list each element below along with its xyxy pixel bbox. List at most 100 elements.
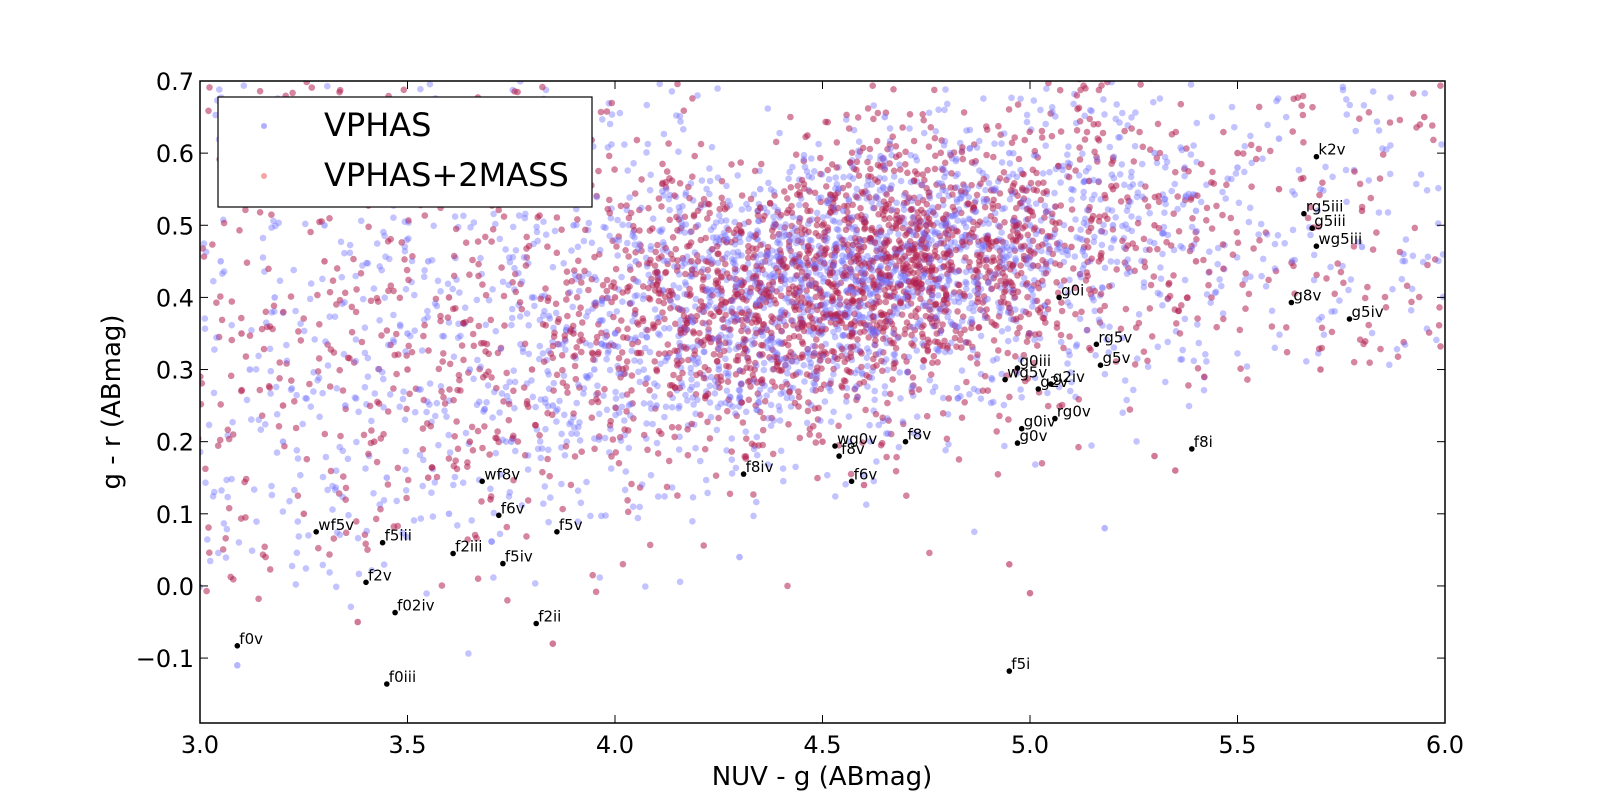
cloud-dot: [994, 265, 1001, 272]
cloud-dot: [1187, 151, 1195, 158]
cloud-dot: [727, 332, 734, 339]
cloud-dot: [751, 442, 758, 449]
cloud-dot: [424, 307, 431, 315]
cloud-dot: [682, 270, 689, 278]
cloud-dot: [876, 186, 884, 194]
cloud-dot: [845, 181, 852, 189]
cloud-dot: [386, 255, 393, 263]
cloud-dot: [759, 441, 766, 449]
cloud-dot: [606, 196, 613, 204]
cloud-dot: [647, 246, 655, 253]
cloud-dot: [601, 385, 608, 393]
cloud-dot: [624, 508, 632, 516]
cloud-dot: [1207, 299, 1214, 307]
cloud-dot: [1110, 344, 1118, 351]
cloud-dot: [1170, 210, 1177, 217]
cloud-dot: [403, 405, 410, 413]
cloud-dot: [796, 192, 804, 199]
cloud-dot: [377, 435, 385, 442]
cloud-dot: [840, 173, 847, 181]
cloud-dot: [1045, 248, 1052, 256]
cloud-dot: [1203, 217, 1210, 224]
cloud-dot: [462, 429, 470, 437]
cloud-dot: [279, 508, 287, 515]
cloud-dot: [976, 272, 984, 280]
cloud-dot: [794, 368, 802, 376]
cloud-dot: [342, 484, 350, 492]
cloud-dot: [976, 218, 984, 225]
cloud-dot: [1057, 179, 1064, 186]
cloud-dot: [508, 305, 516, 313]
cloud-dot: [659, 226, 666, 233]
cloud-dot: [737, 159, 744, 166]
cloud-dot: [1030, 186, 1038, 193]
cloud-dot: [255, 595, 262, 603]
cloud-dot: [970, 385, 978, 393]
cloud-dot: [504, 597, 511, 604]
cloud-dot: [940, 165, 947, 173]
cloud-dot: [849, 163, 856, 170]
cloud-dot: [461, 304, 469, 312]
cloud-dot: [490, 574, 497, 581]
cloud-dot: [545, 371, 552, 378]
cloud-dot: [1124, 202, 1132, 210]
cloud-dot: [371, 390, 379, 397]
cloud-dot: [969, 343, 976, 351]
cloud-dot: [326, 383, 334, 390]
cloud-dot: [596, 574, 604, 581]
cloud-dot: [881, 175, 888, 182]
cloud-dot: [1239, 150, 1247, 157]
cloud-dot: [842, 311, 849, 319]
cloud-dot: [532, 403, 539, 411]
cloud-dot: [608, 283, 615, 290]
cloud-dot: [459, 479, 467, 487]
cloud-dot: [782, 322, 789, 329]
cloud-dot: [806, 281, 814, 289]
cloud-dot: [941, 159, 949, 167]
cloud-dot: [940, 142, 948, 149]
cloud-dot: [693, 371, 700, 379]
cloud-dot: [717, 341, 724, 349]
cloud-dot: [509, 223, 517, 231]
cloud-dot: [973, 191, 981, 199]
cloud-dot: [230, 576, 237, 583]
cloud-dot: [1289, 226, 1297, 234]
cloud-dot: [434, 277, 442, 285]
cloud-dot: [288, 562, 296, 570]
cloud-dot: [1071, 253, 1079, 260]
cloud-dot: [1117, 198, 1125, 205]
cloud-dot: [707, 298, 714, 306]
cloud-dot: [717, 400, 724, 407]
cloud-dot: [833, 180, 841, 188]
cloud-dot: [681, 213, 689, 221]
cloud-dot: [1026, 128, 1033, 136]
cloud-dot: [976, 261, 983, 269]
cloud-dot: [348, 328, 356, 336]
cloud-dot: [843, 366, 851, 374]
cloud-dot: [1007, 266, 1014, 273]
cloud-dot: [761, 258, 769, 265]
cloud-dot: [402, 348, 409, 355]
cloud-dot: [811, 168, 818, 175]
cloud-dot: [626, 263, 634, 271]
cloud-dot: [528, 377, 535, 384]
cloud-dot: [934, 253, 941, 261]
cloud-dot: [568, 247, 575, 254]
cloud-dot: [682, 391, 689, 399]
cloud-dot: [959, 313, 967, 321]
cloud-dot: [653, 439, 661, 447]
cloud-dot: [333, 385, 341, 392]
cloud-dot: [935, 275, 942, 283]
cloud-dot: [738, 316, 745, 324]
cloud-dot: [1070, 100, 1077, 108]
cloud-dot: [954, 217, 961, 224]
cloud-dot: [810, 379, 817, 387]
cloud-dot: [854, 393, 861, 401]
cloud-dot: [483, 399, 490, 406]
cloud-dot: [746, 231, 754, 238]
cloud-dot: [770, 339, 777, 346]
cloud-dot: [310, 388, 317, 395]
cloud-dot: [643, 101, 651, 109]
cloud-dot: [791, 224, 799, 232]
cloud-dot: [958, 317, 966, 325]
